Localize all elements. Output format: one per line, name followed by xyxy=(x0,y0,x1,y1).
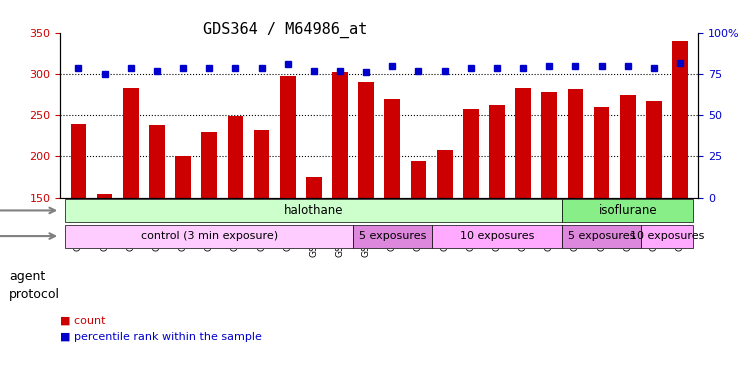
FancyBboxPatch shape xyxy=(562,224,641,247)
Text: ■ percentile rank within the sample: ■ percentile rank within the sample xyxy=(60,332,262,342)
Bar xyxy=(515,88,531,198)
Text: 10 exposures: 10 exposures xyxy=(460,231,534,241)
Text: isoflurane: isoflurane xyxy=(599,204,657,217)
Text: protocol: protocol xyxy=(9,288,60,301)
Text: 5 exposures: 5 exposures xyxy=(568,231,635,241)
Bar xyxy=(672,41,688,198)
Bar xyxy=(149,125,164,198)
Bar xyxy=(437,150,453,198)
Text: 10 exposures: 10 exposures xyxy=(630,231,704,241)
Bar xyxy=(97,194,113,198)
Text: ■ count: ■ count xyxy=(60,315,106,325)
FancyBboxPatch shape xyxy=(353,224,432,247)
Bar xyxy=(620,95,635,198)
Bar xyxy=(71,123,86,198)
FancyBboxPatch shape xyxy=(432,224,562,247)
Bar xyxy=(489,105,505,198)
Bar xyxy=(201,132,217,198)
Bar xyxy=(594,107,610,198)
Bar xyxy=(306,177,321,198)
Bar xyxy=(541,92,557,198)
Text: 5 exposures: 5 exposures xyxy=(359,231,426,241)
Bar xyxy=(358,82,374,198)
Bar xyxy=(646,101,662,198)
Bar xyxy=(228,116,243,198)
Bar xyxy=(332,72,348,198)
Text: agent: agent xyxy=(9,270,45,283)
Bar xyxy=(280,76,296,198)
Bar xyxy=(123,88,139,198)
Bar xyxy=(254,130,270,198)
Bar xyxy=(568,89,584,198)
Text: halothane: halothane xyxy=(284,204,344,217)
Bar xyxy=(175,156,191,198)
Text: GDS364 / M64986_at: GDS364 / M64986_at xyxy=(204,22,367,38)
FancyBboxPatch shape xyxy=(65,199,562,222)
Bar xyxy=(463,109,478,198)
FancyBboxPatch shape xyxy=(65,224,353,247)
Bar xyxy=(385,99,400,198)
FancyBboxPatch shape xyxy=(641,224,693,247)
FancyBboxPatch shape xyxy=(562,199,693,222)
Bar xyxy=(411,161,427,198)
Text: control (3 min exposure): control (3 min exposure) xyxy=(140,231,278,241)
